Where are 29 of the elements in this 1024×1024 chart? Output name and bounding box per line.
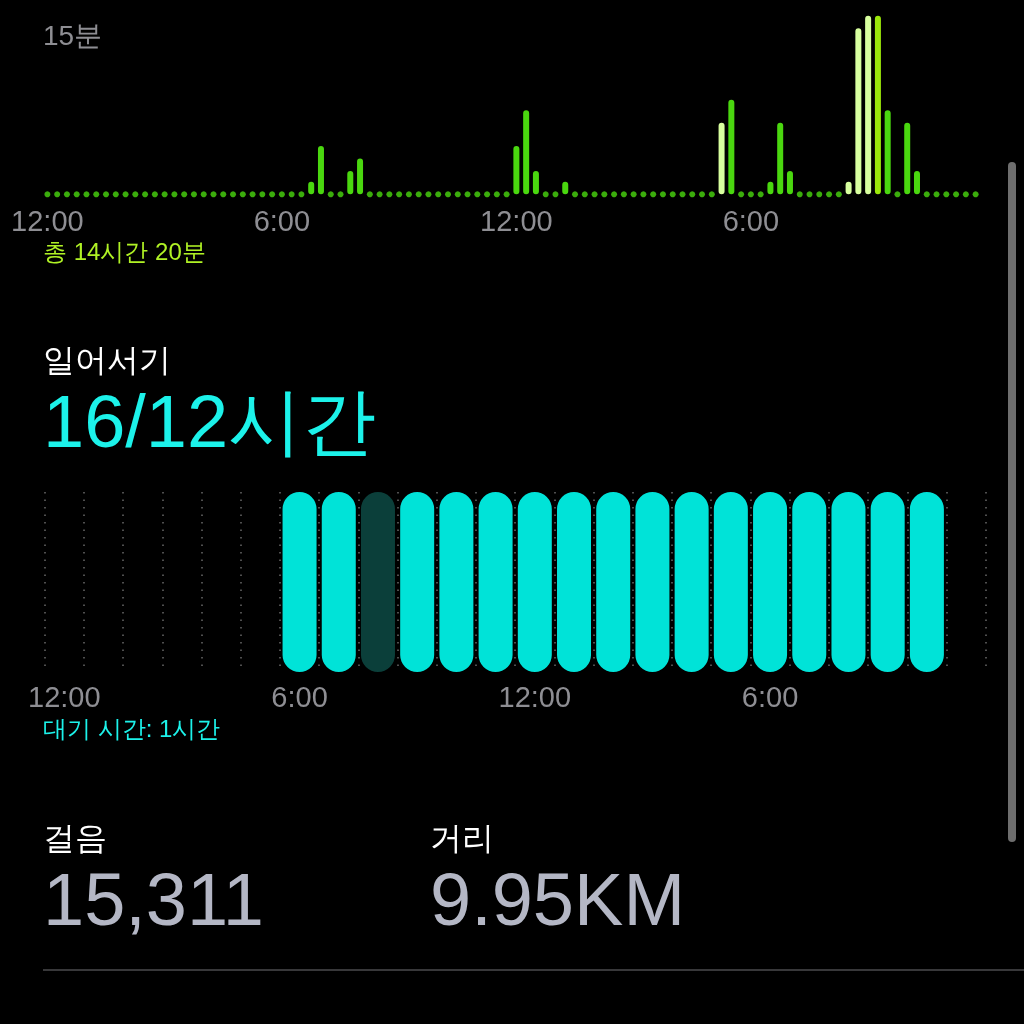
category-label: 거리: [430, 819, 494, 858]
x-tick-label: 6:00: [741, 680, 799, 713]
x-tick-label: 6:00: [253, 204, 311, 237]
chart-subtitle: 16/12시간: [43, 380, 377, 464]
bar: [718, 122, 725, 195]
x-tick-label: 12:00: [28, 680, 101, 713]
bar: [513, 146, 520, 195]
bar: [728, 99, 735, 195]
annotation: 15분: [43, 19, 103, 53]
bar: [357, 158, 364, 195]
text: 총 14시간 20분: [43, 237, 206, 267]
bar: [523, 110, 530, 195]
bar: [317, 146, 324, 195]
chart-title: 일어서기: [43, 341, 171, 380]
text: 대기 시간: 1시간: [43, 714, 221, 744]
text: 15,311: [43, 858, 264, 941]
bar: [865, 15, 872, 195]
x-tick-label: 12:00: [498, 680, 572, 713]
bar: [874, 15, 881, 195]
x-tick-label: 6:00: [271, 680, 328, 713]
category-label: 걸음: [43, 819, 107, 858]
x-tick-label: 6:00: [722, 204, 780, 237]
x-tick-label: 12:00: [480, 204, 553, 237]
x-tick-label: 12:00: [11, 204, 84, 237]
bar: [777, 122, 784, 195]
bar: [855, 28, 862, 195]
bar: [904, 122, 911, 195]
text: 9.95KM: [430, 858, 686, 941]
bar: [884, 110, 891, 195]
